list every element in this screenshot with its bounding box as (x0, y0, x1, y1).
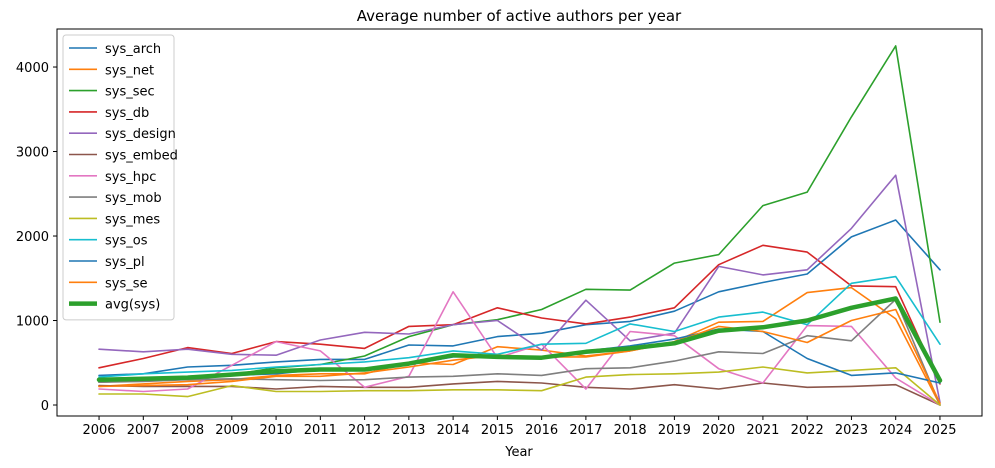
x-tick-label: 2013 (392, 423, 425, 438)
series-line-sys-mob (98, 298, 941, 406)
plot-frame (56, 28, 983, 417)
legend-label-sys-os: sys_os (105, 234, 148, 249)
legend-label-sys-sec: sys_sec (105, 85, 155, 100)
x-tick-label: 2018 (614, 423, 647, 438)
legend-label-sys-se: sys_se (105, 276, 148, 291)
x-tick-label: 2022 (791, 423, 824, 438)
x-tick-label: 2006 (82, 423, 115, 438)
x-tick-label: 2025 (923, 423, 956, 438)
series-line-sys-mes (98, 366, 941, 406)
x-tick-label: 2017 (569, 423, 602, 438)
x-tick-label: 2020 (702, 423, 735, 438)
x-tick-label: 2024 (879, 423, 912, 438)
legend-label-sys-design: sys_design (105, 127, 176, 142)
series-line-avg-sys (96, 296, 943, 383)
y-tick-label: 0 (41, 399, 49, 414)
legend-label-sys-pl: sys_pl (105, 255, 145, 270)
y-tick-label: 3000 (16, 146, 49, 161)
x-tick-label: 2009 (215, 423, 248, 438)
x-tick-label: 2014 (437, 423, 470, 438)
x-tick-label: 2012 (348, 423, 381, 438)
x-axis-label: Year (504, 445, 533, 460)
y-tick-label: 2000 (16, 230, 49, 245)
legend-label-avg-sys: avg(sys) (105, 298, 160, 313)
series-line-sys-hpc (98, 290, 941, 406)
x-tick-label: 2015 (481, 423, 514, 438)
legend-box (62, 34, 175, 321)
x-tick-label: 2008 (171, 423, 204, 438)
legend-label-sys-mes: sys_mes (105, 212, 160, 227)
x-tick-label: 2011 (304, 423, 337, 438)
x-tick-label: 2019 (658, 423, 691, 438)
y-tick-label: 4000 (16, 61, 49, 76)
x-tick-label: 2010 (260, 423, 293, 438)
series-layer (96, 45, 943, 406)
series-line-sys-db (98, 244, 941, 385)
legend-label-sys-net: sys_net (105, 63, 154, 78)
legend-label-sys-mob: sys_mob (105, 191, 162, 206)
legend-label-sys-embed: sys_embed (105, 149, 178, 164)
series-line-sys-design (98, 174, 941, 404)
chart-title: Average number of active authors per yea… (357, 7, 682, 25)
x-tick-label: 2021 (746, 423, 779, 438)
legend: sys_arch sys_net sys_sec sys_db sys_designsy… (62, 34, 178, 321)
axes-layer: 2006 2007 2008 2009 2010 2011 2012 2013 2014 2015… (16, 61, 957, 438)
x-tick-label: 2023 (835, 423, 868, 438)
y-tick-label: 1000 (16, 315, 49, 330)
legend-label-sys-db: sys_db (105, 106, 149, 121)
legend-label-sys-hpc: sys_hpc (105, 170, 156, 185)
x-tick-label: 2016 (525, 423, 558, 438)
x-tick-label: 2007 (127, 423, 160, 438)
legend-label-sys-arch: sys_arch (105, 42, 161, 57)
